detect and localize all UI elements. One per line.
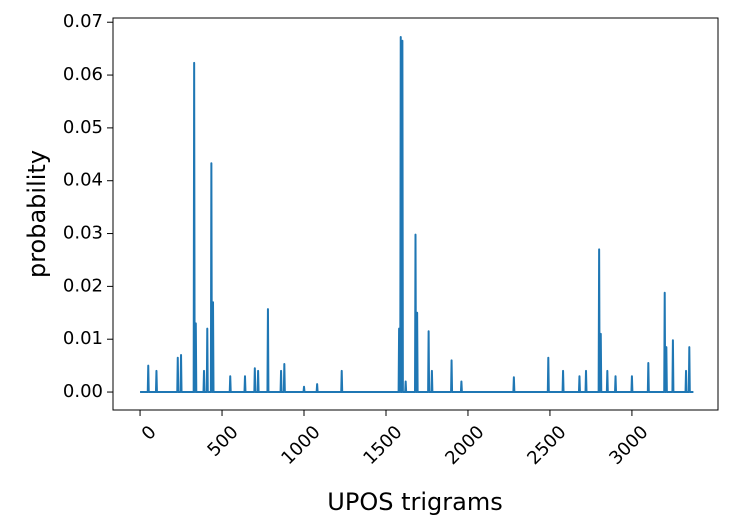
y-tick-label: 0.00 [63, 381, 103, 402]
y-tick-label: 0.04 [63, 170, 103, 191]
x-tick-label: 3000 [605, 422, 652, 469]
x-tick-label: 1000 [277, 422, 324, 469]
y-tick-label: 0.01 [63, 328, 103, 349]
y-tick-label: 0.03 [63, 223, 103, 244]
y-tick-label: 0.05 [63, 117, 103, 138]
y-tick-label: 0.02 [63, 275, 103, 296]
x-tick-label: 2000 [441, 422, 488, 469]
x-axis-label: UPOS trigrams [327, 488, 502, 516]
plot-frame [112, 17, 719, 411]
x-tick-label: 500 [203, 422, 242, 461]
y-tick-label: 0.07 [63, 11, 103, 32]
y-axis-label: probability [23, 150, 51, 278]
y-tick-label: 0.06 [63, 64, 103, 85]
line [140, 36, 694, 394]
x-tick-label: 1500 [359, 422, 406, 469]
x-tick-label: 0 [138, 422, 161, 445]
x-tick-label: 2500 [523, 422, 570, 469]
